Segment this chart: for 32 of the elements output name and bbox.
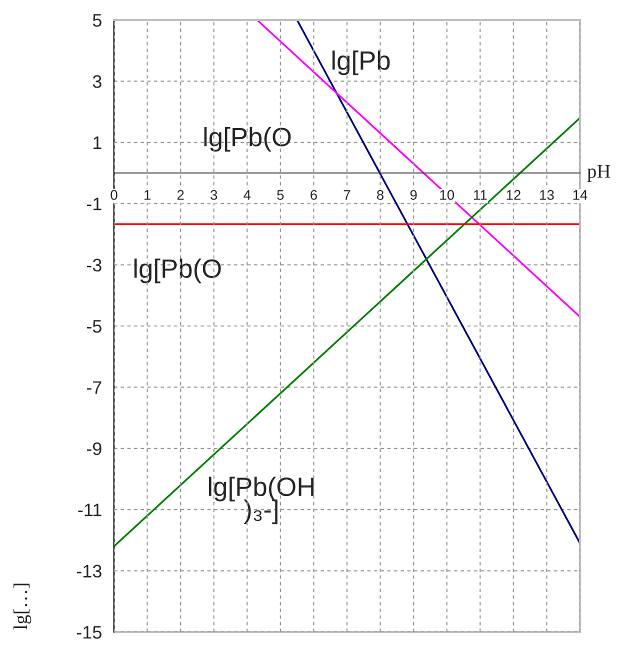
x-tick-label: 0 [110,190,118,200]
x-tick-label: 12 [506,190,520,200]
x-tick-label: 14 [573,190,588,200]
x-tick-label: 13 [540,190,554,200]
y-tick-label: -13 [76,564,102,578]
x-tick-label: 9 [410,190,417,200]
y-tick-label: 5 [92,14,102,27]
annotation: lg[Pb [332,50,390,76]
annotation: lg[Pb(O [204,127,291,152]
x-tick-label: 6 [310,190,317,200]
x-axis-title: pH [587,164,610,182]
y-tick-label: -1 [86,198,102,210]
x-tick-label: 7 [344,190,350,200]
y-tick-label: -3 [86,258,102,272]
x-tick-label: 2 [177,190,184,200]
x-tick-label: 8 [377,190,384,200]
x-tick-label: 11 [474,190,487,200]
y-tick-label: -7 [86,381,102,394]
annotation: lg[Pb(OH )₃-] [208,476,314,524]
y-tick-label: -9 [86,442,102,456]
y-tick-label: 3 [92,75,102,88]
y-axis-title: lg[…] [13,584,32,630]
y-tick-label: -5 [86,320,102,333]
x-tick-label: 10 [440,190,454,200]
x-tick-label: 1 [144,190,150,200]
y-tick-label: -15 [76,626,102,639]
annotation: lg[Pb(O [134,258,221,284]
y-tick-label: 1 [94,136,102,149]
y-tick-label: -11 [78,504,102,516]
x-tick-label: 4 [244,190,251,200]
x-tick-label: 5 [277,190,284,200]
x-tick-label: 3 [210,190,218,200]
